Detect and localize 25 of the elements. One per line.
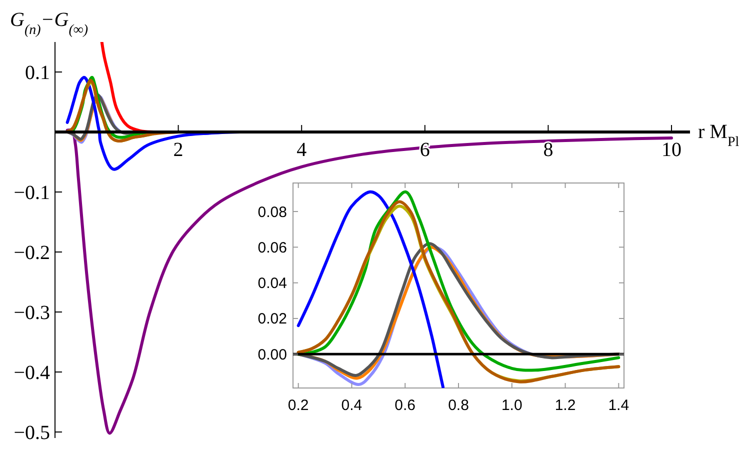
x-tick-label: 0.8 [448,397,469,414]
x-tick-label: 1.4 [608,397,630,414]
x-tick-label: 1.0 [501,397,522,414]
line-series [296,190,445,388]
x-tick-label: 0.4 [341,397,362,414]
x-tick-label: 8 [543,139,554,161]
y-tick-label: 0.1 [25,62,50,84]
x-tick-label: 0.2 [288,397,309,414]
x-tick-label: 4 [296,139,307,161]
y-tick-label: 0.06 [258,239,287,256]
x-axis-title: r M$_{Pl}$ [698,121,740,150]
y-tick-label: −0.1 [14,182,50,204]
y-tick-label: −0.2 [14,242,50,264]
y-tick-label: 0.00 [258,346,287,364]
y-tick-label: 0.08 [258,204,287,221]
x-tick-label: 2 [173,139,184,161]
y-axis-title: G$_{(n)}$−G$_{(∞)}$ [10,9,88,38]
y-tick-label: −0.4 [14,362,50,384]
y-tick-label: 0.02 [258,310,287,328]
y-tick-label: 0.04 [258,275,287,292]
x-tick-label: 10 [662,139,682,161]
x-tick-label: 0.6 [394,397,416,414]
x-tick-label: 1.2 [554,397,576,414]
y-tick-label: −0.3 [14,302,50,324]
y-tick-label: −0.5 [14,422,50,444]
